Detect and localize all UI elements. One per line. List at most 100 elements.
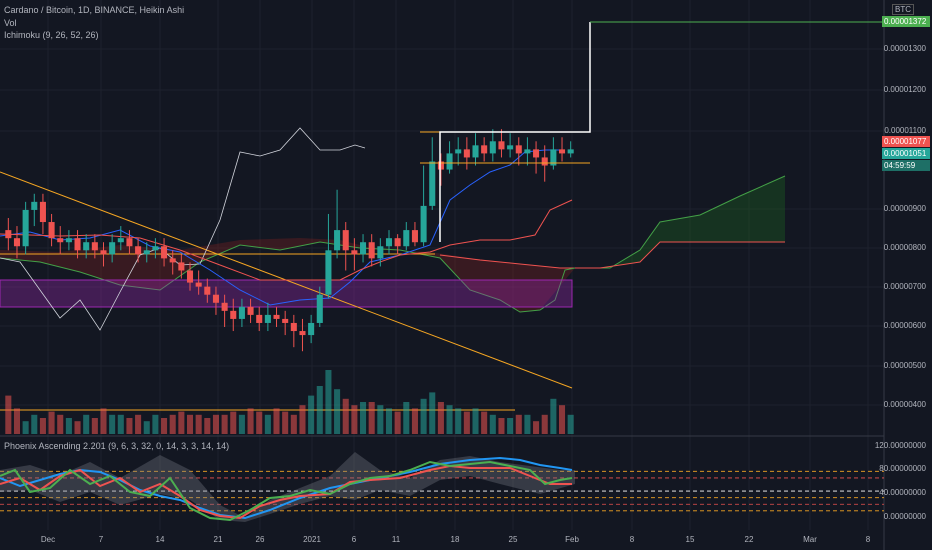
candle-body	[31, 201, 38, 210]
ichimoku-legend[interactable]: Ichimoku (9, 26, 52, 26)	[4, 30, 99, 40]
volume-bar	[282, 411, 289, 434]
candle-body	[360, 242, 367, 255]
time-axis-label: 15	[685, 535, 695, 544]
volume-bar	[455, 408, 462, 434]
time-axis-label: 8	[629, 535, 635, 544]
price-axis-label: 0.00000600	[883, 321, 926, 330]
candle-body	[524, 149, 531, 154]
volume-bar	[195, 414, 202, 434]
candle-body	[247, 306, 254, 315]
projection-path	[439, 22, 591, 242]
volume-bar	[48, 411, 55, 434]
candle-body	[429, 161, 436, 206]
oscillator-legend[interactable]: Phoenix Ascending 2.201 (9, 6, 3, 32, 0,…	[4, 441, 230, 451]
volume-legend[interactable]: Vol	[4, 18, 17, 28]
time-axis-label: 2021	[303, 535, 321, 544]
candle-body	[273, 314, 280, 319]
price-axis-label: 0.00000400	[883, 400, 926, 409]
time-axis-label: Dec	[40, 535, 56, 544]
symbol-legend[interactable]: Cardano / Bitcoin, 1D, BINANCE, Heikin A…	[4, 5, 185, 15]
candle-body	[481, 145, 488, 154]
time-axis-label: 7	[98, 535, 104, 544]
candle-body	[195, 282, 202, 287]
candle-body	[74, 238, 81, 251]
candle-body	[186, 270, 194, 283]
volume-bar	[290, 414, 297, 434]
volume-bar	[316, 386, 323, 434]
candle-body	[342, 230, 349, 251]
candle-body	[13, 238, 21, 247]
volume-bar	[472, 408, 479, 434]
volume-bar	[515, 414, 522, 434]
currency-label[interactable]: BTC	[892, 4, 914, 15]
candle-body	[455, 149, 462, 154]
candle-body	[143, 250, 150, 255]
candle-body	[238, 306, 245, 319]
candle-body	[437, 161, 444, 170]
candle-body	[394, 238, 401, 247]
candle-body	[308, 322, 315, 336]
volume-bar	[377, 405, 384, 434]
volume-bar	[143, 421, 150, 434]
volume-bar	[299, 405, 306, 434]
target-price-tag: 0.00001372	[882, 16, 930, 27]
volume-bar	[117, 414, 124, 434]
volume-bar	[481, 411, 488, 434]
volume-bar	[489, 414, 496, 434]
volume-bar	[273, 408, 280, 434]
candle-body	[472, 145, 479, 158]
osc-green-line	[0, 460, 573, 522]
time-axis-label: Mar	[803, 535, 817, 544]
candle-body	[100, 250, 107, 255]
candle-body	[5, 230, 12, 239]
volume-bar	[524, 414, 531, 434]
candle-body	[204, 286, 211, 295]
volume-bar	[498, 418, 505, 434]
oscillator-pane	[0, 452, 884, 522]
candle-body	[221, 302, 228, 311]
volume-bar	[360, 402, 367, 434]
candle-body	[264, 314, 271, 323]
candle-body	[230, 310, 237, 319]
senkou-span-a-past	[0, 241, 576, 313]
volume-bar	[558, 405, 566, 434]
time-axis-label: 18	[450, 535, 460, 544]
osc-axis-label: 0.00000000	[883, 512, 926, 521]
candle-body	[507, 145, 514, 150]
volume-bar	[325, 370, 332, 434]
time-axis-label: 22	[744, 535, 754, 544]
volume-bar	[368, 402, 375, 434]
time-axis-label: Feb	[565, 535, 579, 544]
candle-body	[290, 322, 297, 332]
candle-body	[22, 209, 29, 247]
volume-bar	[91, 418, 98, 434]
volume-bar	[186, 414, 194, 434]
volume-bar	[13, 408, 21, 434]
candle-body	[446, 153, 453, 170]
price-axis-label: 0.00001300	[883, 44, 926, 53]
volume-bar	[135, 414, 142, 434]
candle-body	[117, 238, 124, 243]
volume-bar	[533, 421, 540, 434]
volume-bar	[308, 395, 315, 434]
candle-body	[91, 242, 98, 251]
volume-bar	[152, 414, 159, 434]
volume-bar	[161, 418, 168, 434]
candle-body	[48, 222, 55, 239]
osc-red-line	[0, 464, 572, 520]
candle-body	[550, 149, 557, 166]
volume-bar	[57, 414, 64, 434]
time-axis-label: 11	[391, 535, 401, 544]
candle-body	[282, 318, 289, 323]
volume-bar	[385, 408, 393, 434]
candle-body	[533, 149, 540, 158]
candle-body	[83, 242, 90, 251]
volume-bar	[109, 414, 116, 434]
candle-body	[515, 145, 522, 154]
volume-bar	[5, 395, 12, 434]
volume-bar	[126, 418, 133, 434]
price-axis-label: 0.00000900	[883, 204, 926, 213]
volume-bar	[550, 398, 557, 434]
candle-body	[178, 262, 185, 271]
